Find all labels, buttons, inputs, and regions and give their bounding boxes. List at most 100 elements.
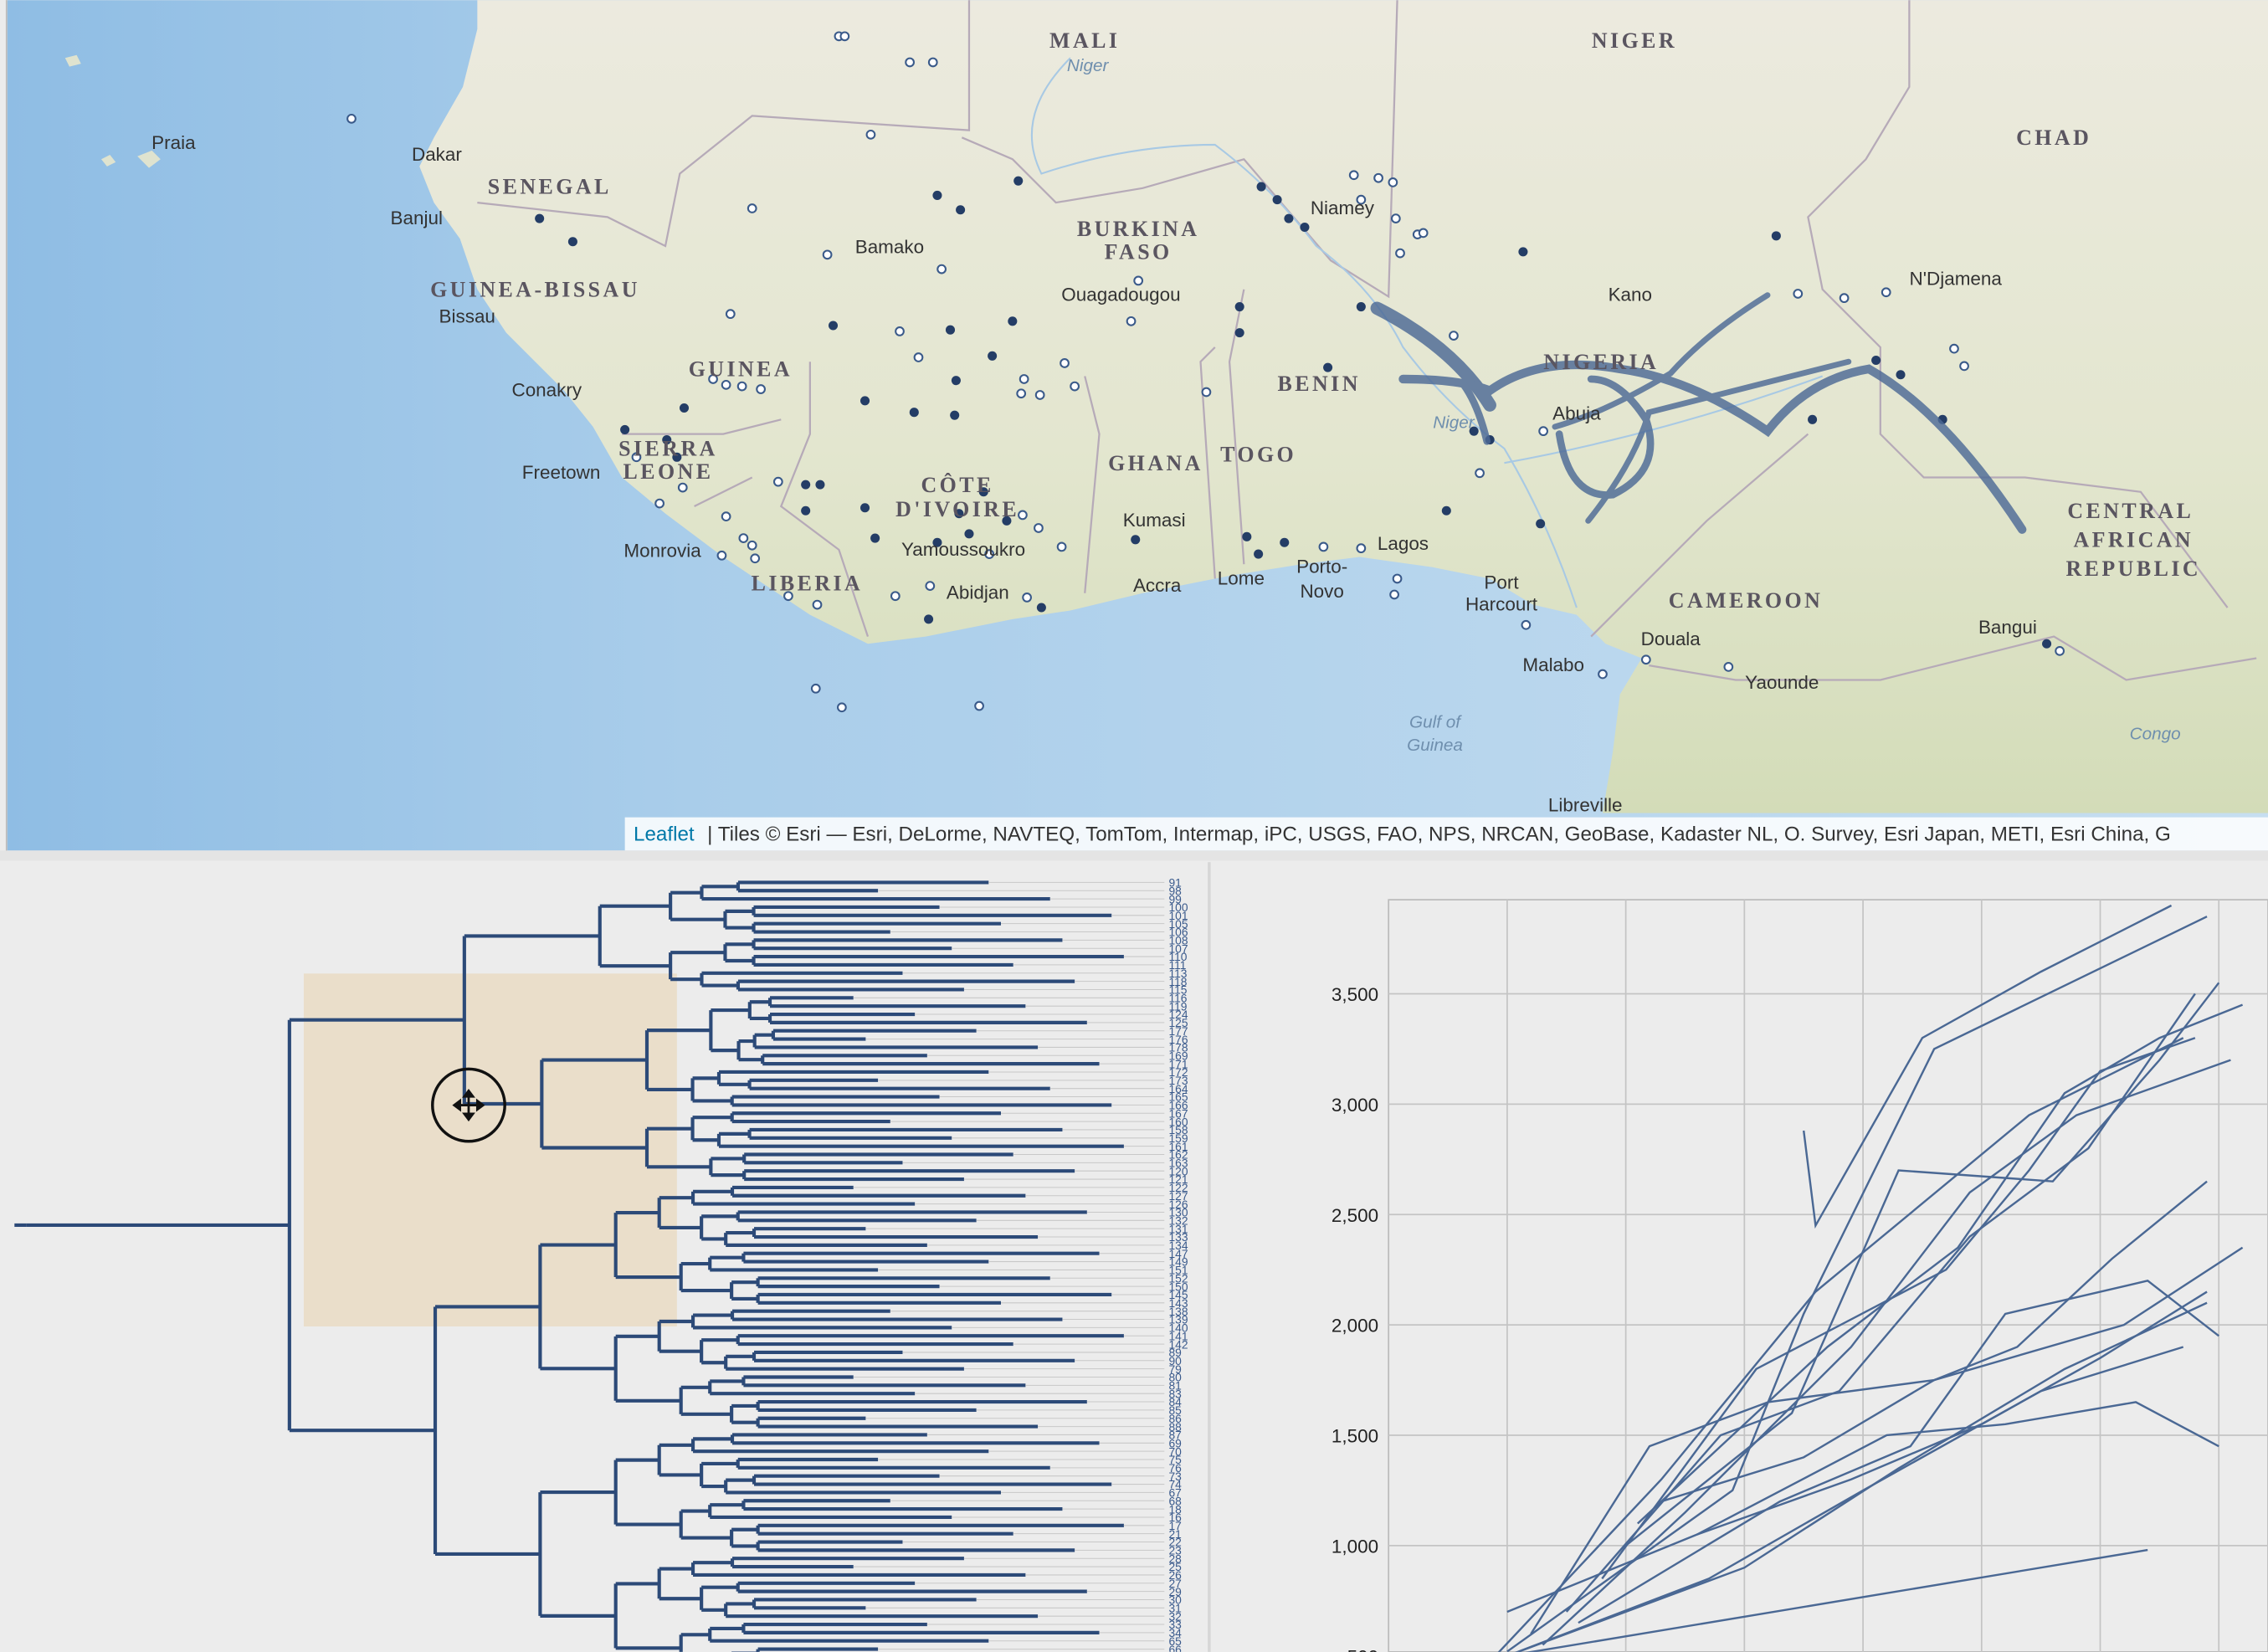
- tip-label: 158: [1168, 1123, 1188, 1136]
- site: [535, 213, 545, 223]
- site: [1871, 355, 1881, 366]
- map-label: Dakar: [412, 144, 462, 165]
- map-label: BURKINA: [1077, 217, 1200, 241]
- site: [865, 129, 876, 140]
- tip-label: 177: [1168, 1024, 1188, 1038]
- map-label: Congo: [2130, 724, 2181, 743]
- map-label: AFRICAN: [2073, 527, 2194, 552]
- site: [1389, 589, 1399, 600]
- tip-label: 169: [1168, 1049, 1188, 1062]
- map-label: Yaounde: [1745, 672, 1819, 693]
- site: [801, 480, 811, 490]
- site: [2042, 639, 2052, 649]
- site: [1521, 619, 1532, 630]
- site: [815, 480, 825, 490]
- site: [747, 203, 757, 213]
- site: [1201, 387, 1212, 398]
- map-label: Bissau: [439, 306, 495, 327]
- map-label: NIGER: [1592, 28, 1677, 53]
- map-panel[interactable]: MALI NIGER CHAD Niger Praia Dakar SENEGAL Banju…: [7, 0, 2268, 851]
- tip-label: 31: [1168, 1602, 1181, 1615]
- site: [756, 384, 766, 394]
- map-labels: MALI NIGER CHAD Niger Praia Dakar SENEGAL Banju…: [151, 28, 2198, 816]
- site: [772, 476, 783, 487]
- site: [1949, 343, 1959, 354]
- site: [1060, 358, 1070, 368]
- site: [721, 379, 731, 390]
- map-label: Conakry: [511, 380, 582, 401]
- site: [2055, 645, 2065, 656]
- tip-label: 166: [1168, 1099, 1188, 1112]
- site: [1839, 293, 1850, 304]
- tip-label: 134: [1168, 1239, 1188, 1252]
- site: [1356, 302, 1366, 312]
- site: [708, 374, 718, 384]
- site: [870, 533, 880, 543]
- tip-label: 138: [1168, 1305, 1188, 1318]
- tip-label: 143: [1168, 1296, 1188, 1310]
- tip-label: 108: [1168, 934, 1188, 947]
- tip-label: 165: [1168, 1090, 1188, 1104]
- site: [1272, 195, 1282, 205]
- site: [1640, 654, 1651, 665]
- site: [672, 452, 682, 462]
- tip-label: 88: [1168, 1420, 1182, 1434]
- tip-label: 83: [1168, 1387, 1182, 1400]
- map-label: Kumasi: [1123, 510, 1186, 531]
- tip-label: 89: [1168, 1346, 1182, 1359]
- site: [631, 452, 642, 463]
- site: [1126, 316, 1137, 326]
- tip-label: 172: [1168, 1065, 1188, 1079]
- tip-label: 91: [1168, 876, 1181, 890]
- map-label: Lome: [1218, 567, 1265, 588]
- tip-label: 142: [1168, 1337, 1188, 1351]
- map-label: Banjul: [391, 208, 443, 228]
- tip-label: 18: [1168, 1502, 1182, 1516]
- tip-label: 127: [1168, 1189, 1188, 1203]
- tip-label: 118: [1168, 975, 1187, 988]
- tip-label: 79: [1168, 1362, 1182, 1376]
- brush-selection[interactable]: [303, 973, 677, 1326]
- tip-label: 121: [1168, 1172, 1188, 1186]
- site: [1538, 426, 1548, 437]
- site: [895, 326, 905, 336]
- leaflet-link[interactable]: Leaflet: [634, 823, 695, 845]
- site: [951, 376, 961, 386]
- map-label: CAMEROON: [1669, 588, 1824, 613]
- site: [1034, 523, 1044, 533]
- site: [1036, 603, 1046, 613]
- site: [954, 509, 964, 519]
- map-label: GUINEA: [689, 357, 793, 381]
- site: [1002, 516, 1012, 526]
- tip-label: 67: [1168, 1486, 1181, 1500]
- site: [738, 533, 749, 543]
- routes: [1370, 292, 2027, 534]
- map-label: Ouagadougou: [1061, 285, 1180, 305]
- tip-label: 150: [1168, 1280, 1188, 1293]
- site: [1280, 537, 1290, 547]
- site: [1475, 468, 1485, 479]
- tip-label: 110: [1168, 950, 1187, 963]
- tip-label: 73: [1168, 1470, 1182, 1483]
- tip-label: 87: [1168, 1429, 1181, 1442]
- tip-label: 22: [1168, 1536, 1181, 1549]
- site: [1131, 535, 1141, 545]
- site: [1449, 331, 1459, 341]
- site: [925, 581, 936, 591]
- tip-label: 133: [1168, 1230, 1188, 1244]
- site: [978, 487, 988, 497]
- tree-panel[interactable]: 9198991001011051061081071101111131181151…: [7, 862, 1207, 1652]
- series-line: [1660, 1180, 2208, 1503]
- site: [620, 424, 630, 434]
- chart-panel: 500 1,000 1,500 2,000 2,500 3,000 3,500: [1332, 899, 2268, 1652]
- map-label: Douala: [1641, 628, 1701, 649]
- tip-label: 152: [1168, 1271, 1188, 1285]
- site: [974, 700, 984, 711]
- series-line: [1542, 1059, 2231, 1646]
- tip-label: 122: [1168, 1181, 1188, 1194]
- site: [1018, 510, 1028, 521]
- tree-tip-labels: 9198991001011051061081071101111131181151…: [853, 876, 1188, 1652]
- map-label: SIERRA: [618, 437, 718, 461]
- tip-label: 167: [1168, 1106, 1188, 1120]
